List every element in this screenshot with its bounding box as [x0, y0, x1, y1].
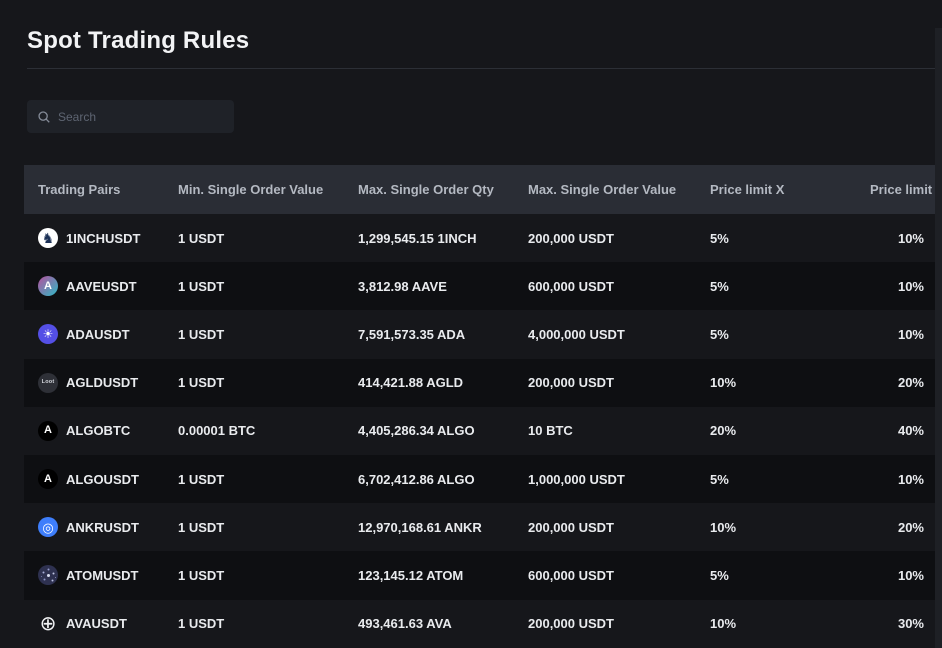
max-single-order-value: 200,000 USDT [528, 230, 614, 246]
min-single-order-value: 1 USDT [178, 375, 225, 391]
price-limit-x: 10% [710, 375, 737, 391]
max-single-order-qty: 7,591,573.35 ADA [358, 326, 466, 342]
max-single-order-value: 600,000 USDT [528, 567, 614, 583]
price-limit-y: 10% [897, 230, 924, 246]
max-single-order-qty: 6,702,412.86 ALGO [358, 471, 475, 487]
price-limit-y: 20% [897, 519, 924, 535]
min-single-order-value: 1 USDT [178, 616, 225, 632]
min-single-order-value: 0.00001 BTC [178, 423, 256, 439]
price-limit-x: 5% [710, 471, 729, 487]
price-limit-y: 20% [897, 375, 924, 391]
column-header-price-limit-y: Price limit Y [870, 182, 942, 197]
table-row: A ALGOBTC 0.00001 BTC 4,405,286.34 ALGO … [24, 407, 936, 455]
pair-name: AVAUSDT [66, 616, 127, 632]
pair-name: 1INCHUSDT [66, 230, 141, 246]
table-row: ATOMUSDT 1 USDT 123,145.12 ATOM 600,000 … [24, 551, 936, 600]
table-row: ♞ 1INCHUSDT 1 USDT 1,299,545.15 1INCH 20… [24, 214, 936, 262]
max-single-order-value: 200,000 USDT [528, 616, 614, 632]
price-limit-x: 5% [710, 278, 729, 294]
price-limit-x: 5% [710, 567, 729, 583]
search-box[interactable] [27, 100, 234, 133]
search-icon [38, 110, 50, 123]
agld-coin-icon: Loot [38, 372, 58, 393]
min-single-order-value: 1 USDT [178, 230, 225, 246]
max-single-order-value: 1,000,000 USDT [528, 471, 625, 487]
pair-name: ANKRUSDT [66, 519, 139, 535]
min-single-order-value: 1 USDT [178, 278, 225, 294]
price-limit-y: 10% [897, 278, 924, 294]
1inch-coin-icon: ♞ [38, 228, 58, 249]
max-single-order-qty: 12,970,168.61 ANKR [358, 519, 482, 535]
table-row: A ALGOUSDT 1 USDT 6,702,412.86 ALGO 1,00… [24, 454, 936, 504]
price-limit-x: 20% [710, 423, 737, 439]
ava-coin-icon: ⊕ [39, 613, 57, 634]
max-single-order-value: 200,000 USDT [528, 519, 614, 535]
aave-coin-icon: A [38, 276, 58, 297]
max-single-order-qty: 414,421.88 AGLD [358, 375, 464, 391]
price-limit-y: 10% [897, 471, 924, 487]
min-single-order-value: 1 USDT [178, 471, 225, 487]
table-row: ◎ ANKRUSDT 1 USDT 12,970,168.61 ANKR 200… [24, 503, 936, 551]
column-header-trading-pairs: Trading Pairs [38, 182, 121, 197]
price-limit-y: 30% [897, 616, 924, 632]
algo-coin-icon: A [38, 420, 58, 441]
price-limit-x: 10% [710, 616, 737, 632]
max-single-order-qty: 1,299,545.15 1INCH [358, 230, 477, 246]
ankr-coin-icon: ◎ [38, 517, 58, 538]
search-input[interactable] [58, 109, 224, 124]
price-limit-x: 10% [710, 519, 737, 535]
page-content: Spot Trading Rules Trading Pairs Min. Si… [0, 27, 942, 648]
price-limit-x: 5% [710, 326, 729, 342]
algo-coin-icon: A [38, 469, 58, 490]
page-title: Spot Trading Rules [27, 27, 250, 54]
max-single-order-qty: 3,812.98 AAVE [358, 278, 447, 294]
max-single-order-value: 4,000,000 USDT [528, 326, 625, 342]
table-header-row: Trading Pairs Min. Single Order Value Ma… [24, 165, 942, 214]
pair-name: ALGOUSDT [66, 471, 139, 487]
max-single-order-value: 600,000 USDT [528, 278, 614, 294]
atom-dots-glyph [46, 573, 50, 577]
column-header-min-single-order-value: Min. Single Order Value [178, 182, 324, 197]
min-single-order-value: 1 USDT [178, 519, 225, 535]
max-single-order-value: 200,000 USDT [528, 375, 614, 391]
max-single-order-qty: 493,461.63 AVA [358, 616, 452, 632]
ada-coin-icon: ☀ [38, 324, 58, 345]
price-limit-y: 40% [897, 423, 924, 439]
column-header-max-single-order-qty: Max. Single Order Qty [358, 182, 494, 197]
table-row: ☀ ADAUSDT 1 USDT 7,591,573.35 ADA 4,000,… [24, 310, 936, 358]
price-limit-y: 10% [897, 567, 924, 583]
price-limit-x: 5% [710, 230, 729, 246]
pair-name: ALGOBTC [66, 423, 131, 439]
pair-name: AGLDUSDT [66, 375, 139, 391]
max-single-order-value: 10 BTC [528, 423, 573, 439]
price-limit-y: 10% [897, 326, 924, 342]
spot-trading-rules-table: Trading Pairs Min. Single Order Value Ma… [24, 165, 942, 648]
page-right-gutter [935, 28, 942, 648]
table-row: A AAVEUSDT 1 USDT 3,812.98 AAVE 600,000 … [24, 262, 936, 311]
pair-name: ADAUSDT [66, 326, 130, 342]
pair-name: AAVEUSDT [66, 278, 137, 294]
pair-name: ATOMUSDT [66, 567, 139, 583]
column-header-max-single-order-value: Max. Single Order Value [528, 182, 677, 197]
table-row: Loot AGLDUSDT 1 USDT 414,421.88 AGLD 200… [24, 358, 936, 407]
min-single-order-value: 1 USDT [178, 567, 225, 583]
max-single-order-qty: 123,145.12 ATOM [358, 567, 464, 583]
table-row: ⊕ AVAUSDT 1 USDT 493,461.63 AVA 200,000 … [24, 600, 936, 648]
min-single-order-value: 1 USDT [178, 326, 225, 342]
max-single-order-qty: 4,405,286.34 ALGO [358, 423, 475, 439]
table-body: ♞ 1INCHUSDT 1 USDT 1,299,545.15 1INCH 20… [24, 214, 936, 648]
atom-coin-icon [38, 565, 58, 586]
divider [27, 68, 935, 69]
column-header-price-limit-x: Price limit X [710, 182, 785, 197]
